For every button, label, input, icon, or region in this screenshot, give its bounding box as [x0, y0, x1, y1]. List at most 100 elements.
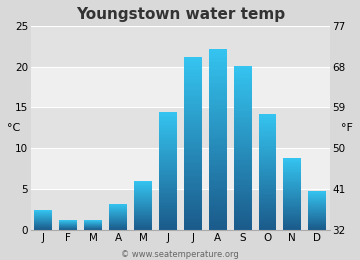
Bar — [234, 179, 252, 181]
Bar — [184, 124, 202, 126]
Bar — [283, 181, 301, 182]
Bar — [184, 221, 202, 223]
Bar — [283, 165, 301, 166]
Bar — [109, 221, 127, 222]
Bar — [159, 194, 177, 196]
Bar — [209, 221, 227, 223]
Bar — [184, 182, 202, 184]
Bar — [308, 228, 326, 229]
Bar — [209, 196, 227, 198]
Bar — [209, 112, 227, 114]
Bar — [283, 195, 301, 196]
Bar — [184, 193, 202, 195]
Bar — [134, 206, 152, 207]
Bar — [109, 210, 127, 211]
Bar — [159, 208, 177, 209]
Bar — [283, 205, 301, 206]
Bar — [234, 93, 252, 95]
Bar — [184, 111, 202, 113]
Bar — [159, 180, 177, 181]
Bar — [283, 200, 301, 201]
Bar — [159, 113, 177, 114]
Bar — [209, 214, 227, 216]
Bar — [283, 190, 301, 191]
Bar — [184, 113, 202, 115]
Bar — [308, 222, 326, 223]
Bar — [308, 202, 326, 203]
Bar — [283, 197, 301, 198]
Bar — [184, 148, 202, 150]
Bar — [159, 218, 177, 219]
Bar — [283, 173, 301, 174]
Bar — [209, 49, 227, 51]
Bar — [258, 165, 276, 166]
Bar — [109, 220, 127, 221]
Bar — [209, 203, 227, 205]
Bar — [258, 181, 276, 182]
Bar — [184, 197, 202, 200]
Bar — [283, 191, 301, 192]
Bar — [159, 162, 177, 163]
Bar — [234, 226, 252, 228]
Bar — [134, 182, 152, 183]
Bar — [134, 224, 152, 225]
Bar — [283, 185, 301, 186]
Bar — [31, 67, 330, 107]
Bar — [234, 174, 252, 177]
Bar — [134, 186, 152, 187]
Bar — [134, 210, 152, 211]
Bar — [234, 218, 252, 220]
Bar — [209, 85, 227, 87]
Bar — [134, 181, 152, 182]
Bar — [209, 146, 227, 148]
Bar — [184, 154, 202, 156]
Bar — [234, 181, 252, 183]
Bar — [209, 151, 227, 153]
Bar — [184, 81, 202, 83]
Bar — [159, 184, 177, 186]
Bar — [159, 126, 177, 128]
Bar — [283, 188, 301, 190]
Bar — [134, 196, 152, 197]
Bar — [234, 193, 252, 195]
Bar — [31, 107, 330, 148]
Bar — [159, 196, 177, 197]
Bar — [159, 134, 177, 135]
Bar — [234, 123, 252, 125]
Bar — [283, 218, 301, 219]
Bar — [184, 141, 202, 143]
Bar — [283, 177, 301, 178]
Bar — [283, 199, 301, 200]
Bar — [258, 175, 276, 176]
Bar — [134, 216, 152, 217]
Bar — [184, 59, 202, 61]
Bar — [159, 132, 177, 134]
Bar — [184, 210, 202, 213]
Bar — [258, 114, 276, 115]
Bar — [283, 167, 301, 168]
Bar — [283, 224, 301, 225]
Bar — [234, 84, 252, 86]
Bar — [234, 74, 252, 76]
Bar — [308, 208, 326, 209]
Bar — [159, 166, 177, 168]
Bar — [134, 188, 152, 189]
Bar — [209, 176, 227, 178]
Bar — [258, 154, 276, 156]
Bar — [159, 174, 177, 175]
Bar — [258, 221, 276, 223]
Bar — [234, 138, 252, 140]
Bar — [258, 168, 276, 169]
Bar — [258, 225, 276, 227]
Bar — [283, 192, 301, 193]
Bar — [209, 144, 227, 146]
Bar — [258, 141, 276, 143]
Bar — [109, 207, 127, 208]
Bar — [258, 152, 276, 153]
Bar — [134, 228, 152, 229]
Bar — [184, 107, 202, 109]
Bar — [134, 222, 152, 223]
Bar — [234, 201, 252, 203]
Bar — [209, 135, 227, 137]
Bar — [234, 160, 252, 162]
